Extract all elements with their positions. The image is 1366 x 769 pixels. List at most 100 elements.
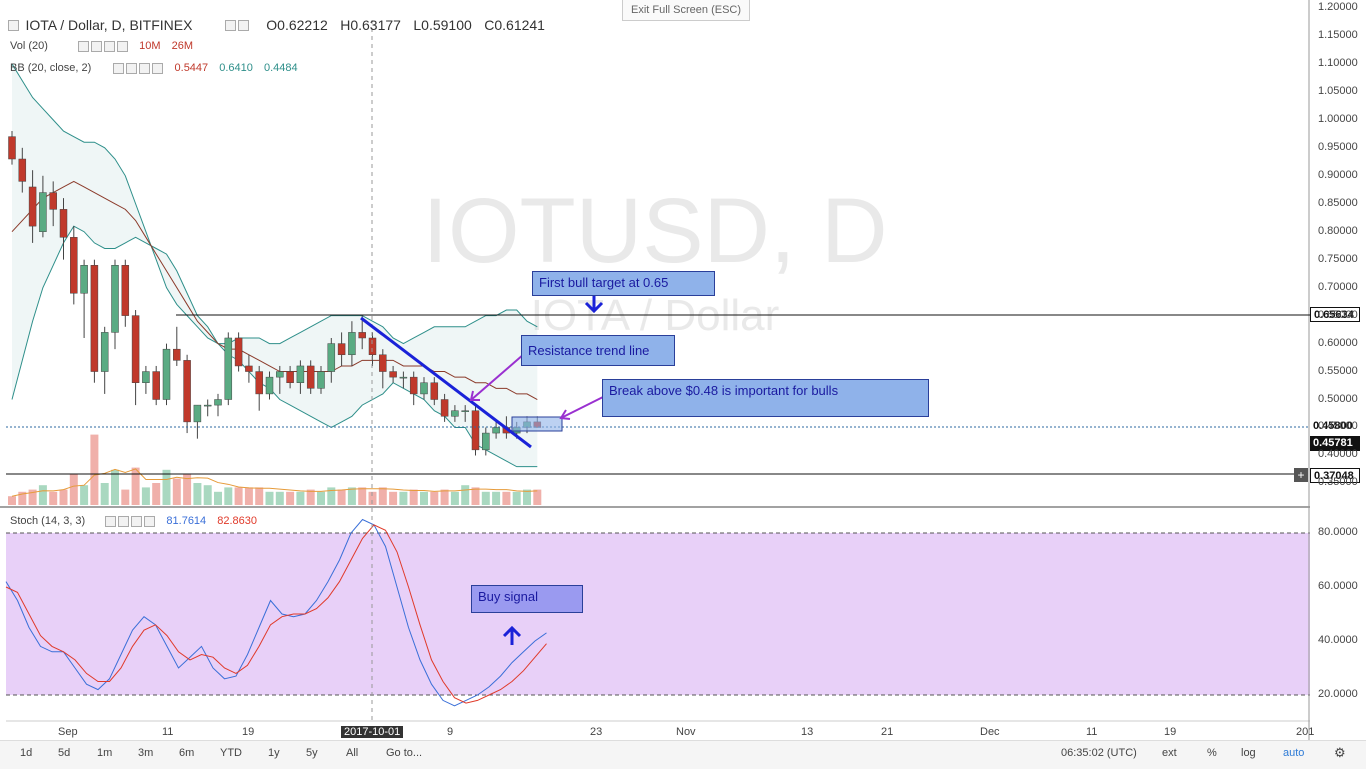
candle-body [245,365,253,372]
candle-body [224,337,233,400]
buy-signal-note[interactable]: Buy signal [471,585,583,613]
add-icon[interactable] [131,515,143,527]
range-ytd[interactable]: YTD [220,747,242,759]
candle-body [49,192,57,210]
stoch-label[interactable]: Stoch (14, 3, 3) [10,515,86,527]
settings-icon[interactable] [118,515,130,527]
volume-bar [512,491,521,505]
eye-icon[interactable] [78,40,90,52]
bb-label[interactable]: BB (20, close, 2) [10,62,92,74]
candle-body [296,365,305,383]
volume-bar [430,491,439,505]
candle-body [203,404,212,407]
volume-bar [38,485,47,505]
range-1y[interactable]: 1y [268,747,280,759]
range-3m[interactable]: 3m [138,747,154,759]
volume-bar [378,487,387,505]
range-6m[interactable]: 6m [179,747,195,759]
gear-icon[interactable]: ⚙ [1334,745,1346,760]
percent-toggle[interactable]: % [1207,747,1217,759]
volume-bar [481,491,490,505]
price-tick-label: 1.05000 [1318,84,1358,97]
breakout-note[interactable]: Break above $0.48 is important for bulls [602,379,929,417]
volume-bar [90,434,99,505]
target-arrowhead [584,301,604,314]
volume-bar [49,491,58,505]
eye-icon[interactable] [113,62,125,74]
auto-toggle[interactable]: auto [1283,747,1305,759]
volume-bar [111,469,119,505]
volume-bar [502,491,511,505]
resistance-arrow [470,353,525,401]
close-icon[interactable] [144,515,156,527]
volume-bar [492,491,501,505]
candle-body [327,343,336,372]
eye-icon[interactable] [225,20,237,32]
stoch-tick-label: 20.0000 [1318,688,1358,700]
volume-bar [275,491,284,505]
stoch-tick-label: 40.0000 [1318,634,1358,646]
bottom-toolbar: 1d 5d 1m 3m 6m YTD 1y 5y All Go to... 06… [0,740,1366,769]
low-value: L0.59100 [413,17,472,33]
range-all[interactable]: All [346,747,359,759]
candle-body [451,410,459,417]
candle-body [28,186,37,227]
candle-body [152,371,160,400]
settings-icon[interactable] [126,62,138,74]
volume-bar [59,489,68,505]
candle-body [39,192,47,232]
goto-button[interactable]: Go to... [386,747,423,759]
settings-icon[interactable] [91,40,103,52]
target-note[interactable]: First bull target at 0.65 [532,271,715,296]
candle-body [255,371,263,395]
range-1d[interactable]: 1d [20,747,33,759]
close-value: C0.61241 [484,17,545,33]
volume-bar [358,487,367,505]
volume-bar [533,489,542,505]
price-tick-label: 0.50000 [1318,392,1358,405]
candle-body [306,365,315,389]
time-tick-label: 2017-10-01 [341,726,404,738]
price-tick-label: 0.75000 [1318,252,1358,265]
candle-body [90,265,99,372]
stoch-band [6,533,1310,695]
collapse-icon[interactable] [8,20,19,32]
volume-bar [244,487,253,505]
candle-body [379,354,387,372]
log-toggle[interactable]: log [1241,747,1256,759]
price-tick-label: 0.85000 [1318,196,1358,209]
price-tag-last: 0.45781 [1310,436,1360,451]
vol-indicator-row: Vol (20) 10M 26M [10,40,193,52]
volume-bar [523,489,531,505]
vol-label[interactable]: Vol (20) [10,40,48,52]
eye-icon[interactable] [105,515,117,527]
candle-body [59,209,68,238]
close-icon[interactable] [117,40,129,52]
volume-bar [224,487,233,505]
exit-fullscreen-button[interactable]: Exit Full Screen (ESC) [622,0,750,21]
range-5y[interactable]: 5y [306,747,318,759]
volume-bar [214,491,222,505]
add-icon[interactable] [139,62,151,74]
buy-arrowhead [502,625,522,638]
volume-bar [409,489,418,505]
close-icon[interactable] [152,62,164,74]
add-icon[interactable] [104,40,116,52]
symbol-label[interactable]: IOTA / Dollar, D, BITFINEX [25,17,193,33]
ext-toggle[interactable]: ext [1162,747,1177,759]
candle-body [8,136,16,160]
settings-icon[interactable] [238,20,250,32]
candle-body [234,337,243,367]
time-tick-label: 11 [162,726,174,738]
price-tick-label: 1.10000 [1318,56,1358,69]
time-tick-label: Nov [676,726,696,738]
candle-body [420,382,428,395]
candle-body [70,237,78,294]
vol-value-2: 26M [171,40,193,52]
add-alert-icon[interactable]: + [1294,468,1308,482]
resistance-note[interactable]: Resistance trend line [521,335,675,366]
candle-body [111,265,119,333]
range-5d[interactable]: 5d [58,747,71,759]
range-1m[interactable]: 1m [97,747,113,759]
